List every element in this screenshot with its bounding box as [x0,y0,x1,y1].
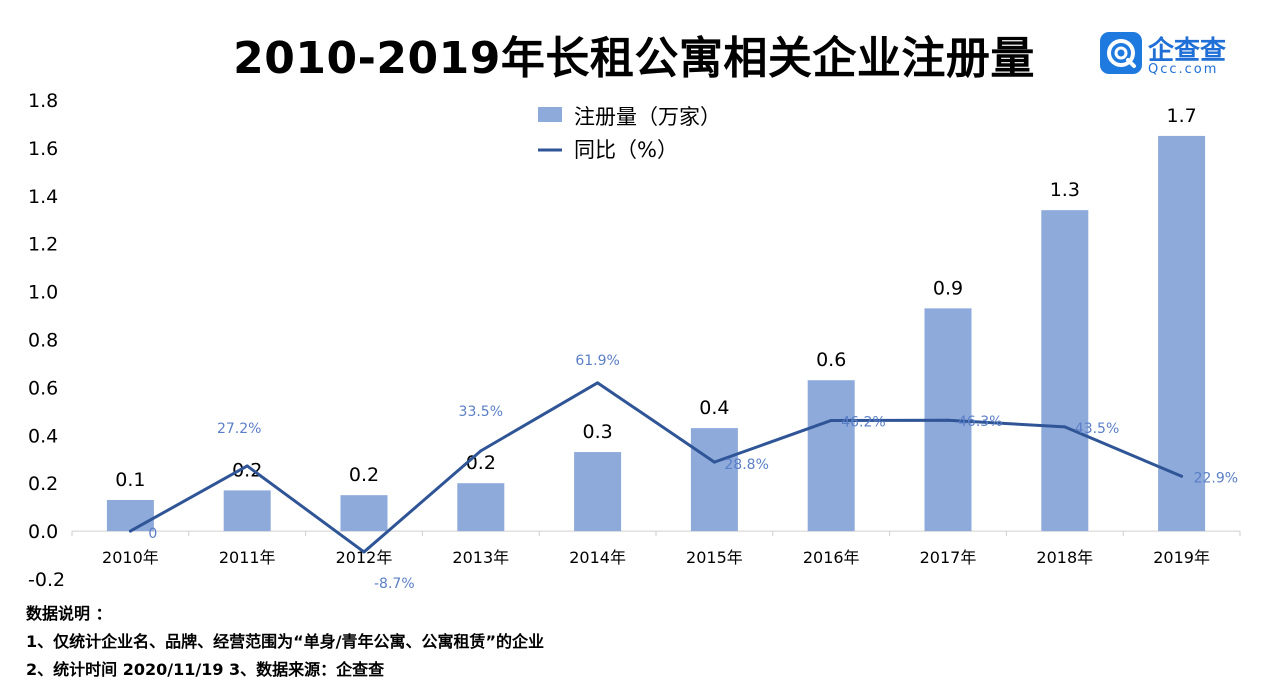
growth-point [596,381,600,385]
x-tick-label: 2013年 [452,548,509,567]
growth-point [712,460,716,464]
y-tick-label: 0.6 [28,377,58,399]
growth-point [128,529,132,533]
notes-heading: 数据说明 ： [26,604,112,623]
y-tick-label: 1.6 [28,138,58,160]
x-tick-label: 2018年 [1036,548,1093,567]
y-tick-label: 0.4 [28,425,58,447]
growth-line [129,381,1183,554]
growth-point [479,449,483,453]
bar [1041,210,1089,532]
bar-value-label: 1.3 [1050,179,1080,201]
growth-value-label: 27.2% [217,421,261,437]
bar-value-label: 0.2 [232,459,262,481]
data-notes: 数据说明 ： 1、仅统计企业名、品牌、经营范围为“单身/青年公寓、公寓租赁”的企… [26,600,544,684]
y-tick-label: 0.8 [28,330,58,352]
bar-value-label: 0.2 [349,464,379,486]
growth-value-label: 46.3% [958,414,1002,430]
chart-title: 2010-2019年长租公寓相关企业注册量 [233,33,1035,84]
qcc-logo-icon [1100,32,1142,74]
bar [1158,135,1206,532]
logo-name: 企查查 [1148,36,1227,66]
x-tick-label: 2019年 [1153,548,1210,567]
bar [690,428,738,532]
legend-bar-label: 注册量（万家） [574,105,721,129]
y-tick-label: 1.2 [28,234,58,256]
growth-value-label: 22.9% [1194,470,1238,486]
growth-point [362,550,366,554]
x-tick-label: 2012年 [336,548,393,567]
bar [807,380,855,532]
growth-value-label: -8.7% [374,576,415,592]
legend-bar-swatch [538,107,562,122]
bar [340,495,388,532]
bar [457,483,505,532]
qcc-logo: 企查查 Qcc.com [1100,28,1240,78]
x-tick-label: 2010年 [102,548,159,567]
x-tick-label: 2011年 [219,548,276,567]
growth-value-label: 46.2% [841,414,885,430]
legend-line-label: 同比（%） [574,138,678,162]
y-tick-label: 1.8 [28,90,58,112]
bar-value-label: 0.4 [699,397,729,419]
bar-value-label: 0.2 [466,452,496,474]
y-tick-label: 1.0 [28,282,58,304]
growth-point [1063,425,1067,429]
logo-url: Qcc.com [1148,62,1219,77]
y-tick-label: 1.4 [28,186,58,208]
notes-line-1: 1、仅统计企业名、品牌、经营范围为“单身/青年公寓、公寓租赁”的企业 [26,632,545,651]
growth-value-label: 61.9% [575,353,619,369]
x-tick-label: 2015年 [686,548,743,567]
bar [574,452,622,532]
growth-point [245,464,249,468]
bar [223,490,271,532]
bar-value-label: 0.6 [816,349,846,371]
y-tick-label: 0.2 [28,473,58,495]
y-tick-label: -0.2 [28,569,65,591]
bar-value-label: 0.9 [933,277,963,299]
x-tick-label: 2017年 [920,548,977,567]
growth-point [1180,474,1184,478]
growth-point [946,418,950,422]
growth-value-label: 0 [148,526,157,542]
notes-line-2: 2、统计时间 2020/11/19 3、数据来源：企查查 [26,660,385,679]
bar [106,499,154,532]
bar-value-label: 0.3 [582,421,612,443]
bar-value-label: 0.1 [115,469,145,491]
x-tick-label: 2016年 [803,548,860,567]
x-tick-label: 2014年 [569,548,626,567]
bar-value-label: 1.7 [1166,105,1196,127]
growth-value-label: 33.5% [459,404,503,420]
y-tick-label: 0.0 [28,521,58,543]
growth-value-label: 43.5% [1075,421,1119,437]
growth-point [829,418,833,422]
growth-value-label: 28.8% [724,457,768,473]
